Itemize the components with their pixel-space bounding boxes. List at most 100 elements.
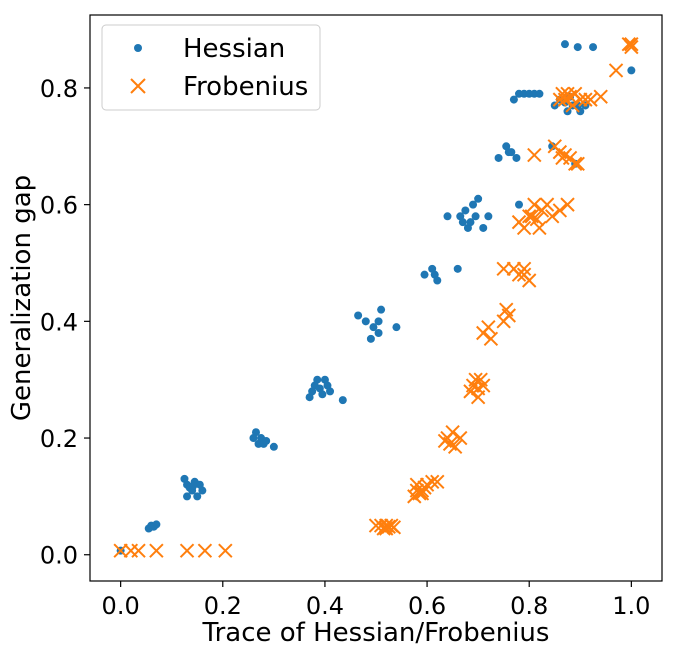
point-frobenius-69	[570, 156, 585, 172]
plot-frame	[89, 14, 663, 582]
point-frobenius-0	[113, 543, 128, 558]
x-tick-label-3: 0.6	[408, 592, 446, 620]
legend-marker-frobenius	[130, 78, 146, 94]
point-hessian-45	[453, 264, 462, 273]
point-frobenius-40	[483, 331, 499, 347]
point-hessian-55	[479, 223, 488, 232]
point-frobenius-80	[593, 89, 608, 104]
point-frobenius-51	[516, 220, 532, 236]
plot-marks	[113, 36, 639, 558]
x-tick-label-2: 0.4	[306, 592, 344, 620]
point-hessian-69	[548, 142, 557, 151]
point-hessian-21	[262, 436, 271, 445]
point-hessian-62	[515, 200, 523, 209]
point-hessian-56	[484, 212, 493, 221]
y-axis-label: Generalization gap	[7, 175, 37, 421]
point-frobenius-77	[573, 92, 588, 107]
point-frobenius-33	[468, 372, 483, 387]
point-hessian-32	[338, 396, 347, 405]
point-hessian-34	[361, 317, 370, 326]
point-frobenius-4	[179, 543, 195, 558]
point-frobenius-43	[501, 308, 516, 323]
x-tick-label-1: 0.2	[204, 592, 242, 620]
point-frobenius-39	[481, 319, 496, 335]
point-hessian-54	[474, 194, 483, 203]
y-tick-label-2: 0.4	[40, 308, 78, 336]
point-hessian-33	[354, 311, 363, 320]
point-hessian-39	[374, 329, 383, 338]
point-frobenius-44	[496, 261, 511, 277]
point-hessian-26	[313, 375, 322, 384]
point-hessian-44	[433, 276, 442, 285]
point-frobenius-52	[522, 209, 537, 224]
point-frobenius-79	[583, 92, 598, 107]
y-tick-label-1: 0.2	[40, 425, 78, 453]
point-hessian-46	[443, 212, 452, 221]
point-hessian-28	[318, 390, 327, 399]
point-frobenius-83	[624, 36, 639, 52]
point-hessian-35	[366, 334, 375, 343]
point-hessian-40	[392, 323, 401, 332]
legend: Hessian Frobenius	[101, 24, 321, 111]
point-frobenius-6	[218, 543, 233, 558]
point-frobenius-29	[447, 439, 463, 455]
y-tick-label-4: 0.8	[40, 75, 78, 103]
x-tick-label-5: 1.0	[612, 592, 650, 620]
point-hessian-83	[627, 66, 636, 75]
point-frobenius-75	[565, 98, 580, 113]
point-frobenius-22	[430, 474, 445, 490]
point-hessian-48	[458, 218, 467, 227]
point-frobenius-7	[368, 518, 384, 533]
point-hessian-51	[466, 218, 475, 227]
point-hessian-41	[420, 270, 429, 279]
point-hessian-80	[560, 40, 569, 49]
legend-marker-hessian	[134, 44, 142, 52]
point-hessian-31	[326, 387, 335, 396]
point-frobenius-37	[470, 381, 486, 396]
point-frobenius-2	[131, 543, 146, 558]
point-frobenius-55	[529, 212, 545, 227]
point-frobenius-3	[149, 543, 164, 558]
point-hessian-17	[251, 428, 260, 437]
x-tick-label-4: 0.8	[510, 592, 548, 620]
x-axis-label: Trace of Hessian/Frobenius	[202, 618, 550, 648]
point-frobenius-60	[552, 203, 568, 218]
point-hessian-78	[576, 107, 585, 116]
point-frobenius-68	[567, 156, 583, 172]
point-frobenius-81	[608, 63, 624, 78]
point-hessian-15	[189, 481, 198, 490]
point-hessian-61	[512, 153, 521, 162]
point-frobenius-84	[624, 39, 639, 55]
point-frobenius-28	[445, 424, 460, 440]
point-frobenius-47	[516, 261, 532, 277]
legend-box	[101, 24, 321, 111]
point-hessian-5	[146, 523, 155, 532]
point-frobenius-78	[578, 92, 593, 107]
point-frobenius-24	[414, 486, 430, 501]
point-hessian-11	[193, 492, 202, 501]
point-frobenius-56	[532, 220, 547, 236]
point-frobenius-14	[379, 521, 394, 536]
point-hessian-22	[269, 442, 278, 451]
point-hessian-4	[152, 520, 161, 529]
point-frobenius-49	[516, 267, 532, 282]
point-frobenius-23	[409, 477, 425, 492]
y-tick-label-3: 0.6	[40, 192, 78, 220]
point-frobenius-30	[453, 430, 468, 446]
legend-label-frobenius: Frobenius	[183, 72, 308, 102]
point-hessian-13	[198, 486, 207, 495]
point-hessian-81	[573, 43, 582, 52]
point-frobenius-61	[560, 197, 575, 212]
y-tick-label-0: 0.0	[40, 542, 78, 570]
point-hessian-37	[374, 317, 383, 326]
point-hessian-68	[535, 89, 544, 98]
point-frobenius-58	[539, 197, 555, 212]
point-hessian-63	[509, 95, 518, 104]
point-frobenius-54	[527, 197, 542, 212]
point-hessian-49	[461, 206, 470, 215]
point-frobenius-5	[197, 543, 213, 558]
legend-label-hessian: Hessian	[183, 34, 285, 64]
point-frobenius-21	[424, 474, 440, 490]
x-tick-label-0: 0.0	[102, 592, 140, 620]
